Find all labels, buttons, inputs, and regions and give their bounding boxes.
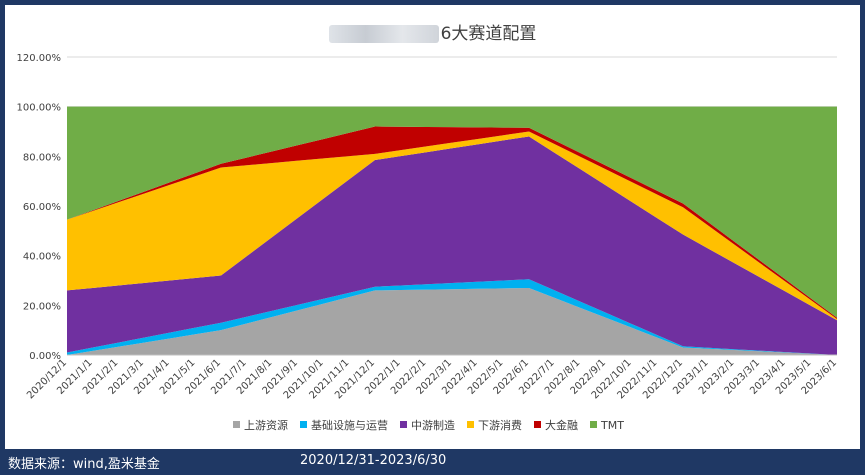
legend-swatch	[467, 421, 474, 428]
legend-swatch	[233, 421, 240, 428]
date-range-label: 2020/12/31-2023/6/30	[300, 453, 447, 468]
chart-title-text: 6大赛道配置	[440, 24, 537, 44]
legend-label: 中游制造	[411, 418, 455, 432]
legend-swatch	[400, 421, 407, 428]
legend-label: 下游消费	[478, 418, 522, 432]
legend-label: 上游资源	[244, 418, 288, 432]
y-tick-label: 40.00%	[23, 252, 61, 263]
area-series	[67, 287, 837, 355]
area-chart: 0.00% 20.00% 40.00% 60.00% 80.00% 100.00% 120.…	[17, 53, 840, 432]
area-series	[67, 106, 837, 318]
y-tick-label: 0.00%	[29, 351, 61, 362]
y-tick-label: 80.00%	[23, 152, 61, 163]
y-tick-label: 100.00%	[17, 103, 62, 114]
legend-swatch	[590, 421, 597, 428]
chart-panel: 6大赛道配置 0.00% 20.00% 40.00% 60.00% 80.00% 100.…	[5, 5, 860, 449]
legend-label: 大金融	[545, 418, 578, 432]
y-tick-label: 120.00%	[17, 53, 62, 64]
footer-bar: 数据来源：wind,盈米基金 2020/12/31-2023/6/30	[0, 449, 865, 475]
area-series	[67, 131, 837, 321]
redacted-title-prefix	[328, 25, 439, 43]
area-series	[67, 136, 837, 355]
legend-label: TMT	[600, 419, 624, 432]
data-source-label: 数据来源：wind,盈米基金	[8, 457, 160, 472]
y-tick-label: 20.00%	[23, 301, 61, 312]
chart-title: 6大赛道配置	[5, 19, 860, 44]
legend-swatch	[300, 421, 307, 428]
legend-swatch	[534, 421, 541, 428]
legend-label: 基础设施与运营	[311, 418, 388, 432]
y-tick-label: 60.00%	[23, 202, 61, 213]
